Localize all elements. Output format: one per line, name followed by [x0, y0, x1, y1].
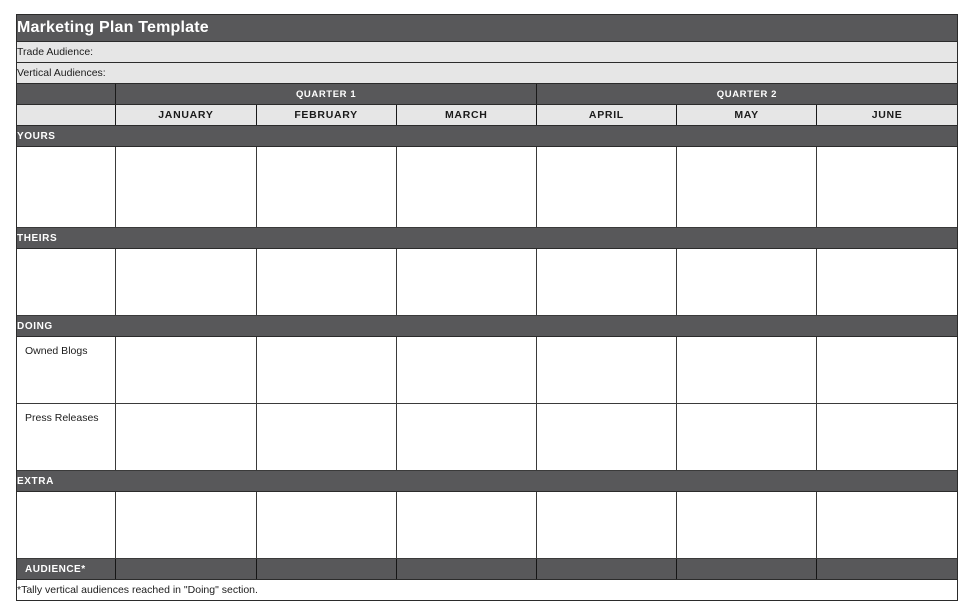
cell-extra-april[interactable]	[536, 491, 678, 559]
cell-theirs-february[interactable]	[256, 248, 397, 316]
audience-tally-label: AUDIENCE*	[25, 564, 86, 575]
footnote-row: *Tally vertical audiences reached in "Do…	[17, 579, 957, 600]
cell-press-releases-april[interactable]	[536, 403, 678, 471]
month-label-may: MAY	[734, 109, 759, 121]
quarter-corner-cell	[17, 83, 117, 105]
month-header-february: FEBRUARY	[256, 104, 397, 126]
cell-press-releases-june[interactable]	[816, 403, 957, 471]
cell-audience-june[interactable]	[816, 558, 957, 580]
month-header-row: JANUARY FEBRUARY MARCH APRIL MAY	[17, 104, 957, 126]
cell-audience-march[interactable]	[396, 558, 537, 580]
cell-owned-blogs-june[interactable]	[816, 336, 957, 404]
cell-theirs-march[interactable]	[396, 248, 537, 316]
cell-theirs-may[interactable]	[676, 248, 818, 316]
cell-audience-may[interactable]	[676, 558, 818, 580]
month-header-june: JUNE	[816, 104, 957, 126]
title-bar-cell: Marketing Plan Template	[17, 15, 957, 42]
section-label-theirs: THEIRS	[17, 233, 58, 244]
section-label-extra: EXTRA	[17, 476, 54, 487]
row-label-text: Press Releases	[25, 412, 99, 424]
cell-owned-blogs-january[interactable]	[115, 336, 257, 404]
section-header-theirs: THEIRS	[17, 227, 957, 249]
section-label-doing: DOING	[17, 321, 53, 332]
table-row	[17, 146, 957, 228]
cell-press-releases-march[interactable]	[396, 403, 537, 471]
cell-extra-may[interactable]	[676, 491, 818, 559]
cell-extra-january[interactable]	[115, 491, 257, 559]
table-row	[17, 248, 957, 316]
cell-extra-march[interactable]	[396, 491, 537, 559]
quarter-header-q1: QUARTER 1	[115, 83, 537, 105]
marketing-plan-table: Marketing Plan Template Trade Audience: …	[17, 15, 957, 600]
month-label-january: JANUARY	[158, 109, 214, 121]
quarter-2-label: QUARTER 2	[716, 89, 778, 100]
cell-yours-may[interactable]	[676, 146, 818, 228]
month-label-june: JUNE	[871, 109, 903, 121]
month-corner-cell	[17, 104, 117, 126]
month-header-january: JANUARY	[115, 104, 257, 126]
table-row: Press Releases	[17, 403, 957, 471]
month-label-february: FEBRUARY	[294, 109, 358, 121]
month-header-march: MARCH	[396, 104, 537, 126]
cell-audience-january[interactable]	[115, 558, 257, 580]
quarter-header-row: QUARTER 1 QUARTER 2	[17, 83, 957, 105]
row-label-owned-blogs[interactable]: Owned Blogs	[17, 336, 117, 404]
vertical-audiences-row[interactable]: Vertical Audiences:	[17, 62, 957, 84]
cell-press-releases-may[interactable]	[676, 403, 818, 471]
table-row: Owned Blogs	[17, 336, 957, 404]
vertical-audiences-label: Vertical Audiences:	[17, 67, 106, 79]
section-header-theirs-cell: THEIRS	[17, 227, 957, 249]
cell-audience-april[interactable]	[536, 558, 678, 580]
title-bar-row: Marketing Plan Template	[17, 15, 957, 42]
audience-tally-label-cell: AUDIENCE*	[17, 558, 117, 580]
month-label-march: MARCH	[444, 109, 488, 121]
cell-yours-march[interactable]	[396, 146, 537, 228]
quarter-1-label: QUARTER 1	[295, 89, 357, 100]
cell-yours-april[interactable]	[536, 146, 678, 228]
section-header-extra-cell: EXTRA	[17, 470, 957, 492]
cell-owned-blogs-april[interactable]	[536, 336, 678, 404]
quarter-header-q2: QUARTER 2	[536, 83, 957, 105]
cell-theirs-january[interactable]	[115, 248, 257, 316]
month-header-may: MAY	[676, 104, 818, 126]
cell-theirs-june[interactable]	[816, 248, 957, 316]
section-header-yours: YOURS	[17, 125, 957, 147]
audience-tally-row: AUDIENCE*	[17, 558, 957, 580]
cell-owned-blogs-march[interactable]	[396, 336, 537, 404]
cell-yours-june[interactable]	[816, 146, 957, 228]
cell-theirs-april[interactable]	[536, 248, 678, 316]
row-label-text: Owned Blogs	[25, 345, 88, 357]
cell-audience-february[interactable]	[256, 558, 397, 580]
section-label-yours: YOURS	[17, 131, 56, 142]
row-label-extra[interactable]	[17, 491, 117, 559]
trade-audience-cell[interactable]: Trade Audience:	[17, 41, 957, 63]
row-label-theirs[interactable]	[17, 248, 117, 316]
section-header-extra: EXTRA	[17, 470, 957, 492]
section-header-doing-cell: DOING	[17, 315, 957, 337]
page-title: Marketing Plan Template	[17, 19, 209, 36]
month-label-april: APRIL	[588, 109, 624, 121]
table-row	[17, 491, 957, 559]
trade-audience-label: Trade Audience:	[17, 46, 94, 58]
cell-owned-blogs-february[interactable]	[256, 336, 397, 404]
row-label-press-releases[interactable]: Press Releases	[17, 403, 117, 471]
section-header-doing: DOING	[17, 315, 957, 337]
cell-owned-blogs-may[interactable]	[676, 336, 818, 404]
cell-press-releases-february[interactable]	[256, 403, 397, 471]
cell-extra-february[interactable]	[256, 491, 397, 559]
cell-press-releases-january[interactable]	[115, 403, 257, 471]
month-header-april: APRIL	[536, 104, 678, 126]
cell-extra-june[interactable]	[816, 491, 957, 559]
vertical-audiences-cell[interactable]: Vertical Audiences:	[17, 62, 957, 84]
cell-yours-february[interactable]	[256, 146, 397, 228]
section-header-yours-cell: YOURS	[17, 125, 957, 147]
footnote-cell: *Tally vertical audiences reached in "Do…	[17, 579, 957, 600]
cell-yours-january[interactable]	[115, 146, 257, 228]
row-label-yours[interactable]	[17, 146, 117, 228]
footnote-text: *Tally vertical audiences reached in "Do…	[17, 584, 258, 596]
marketing-plan-sheet: Marketing Plan Template Trade Audience: …	[16, 14, 958, 601]
page-canvas: Marketing Plan Template Trade Audience: …	[16, 14, 958, 601]
trade-audience-row[interactable]: Trade Audience:	[17, 41, 957, 63]
